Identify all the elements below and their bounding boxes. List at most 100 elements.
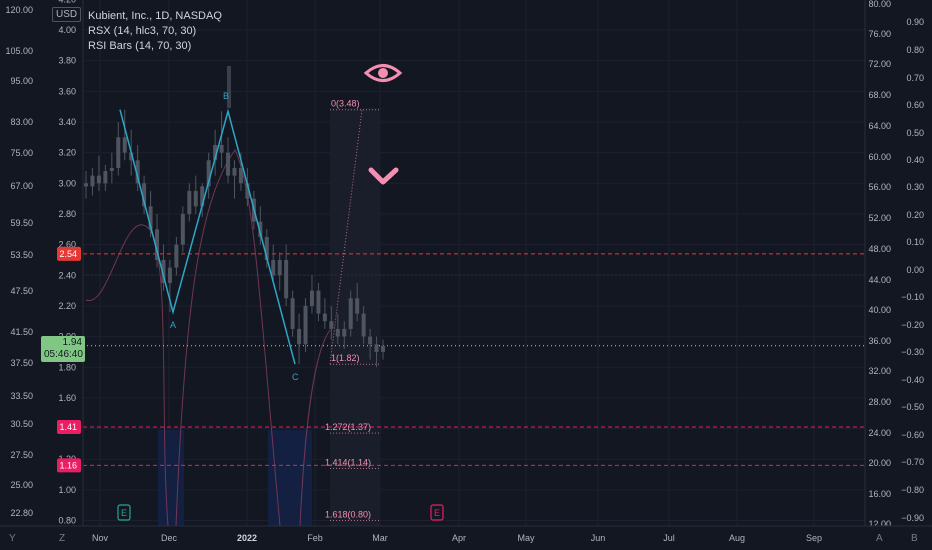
fib-label: 1.272(1.37)	[325, 422, 371, 432]
candle-body	[335, 328, 340, 337]
fib-label: 1.414(1.14)	[325, 457, 371, 467]
corner-a-button: A	[876, 533, 883, 544]
rsx-tick-label: 36.00	[868, 336, 891, 346]
left-tick-label: 47.50	[10, 286, 33, 296]
rsi-tick-label: −0.10	[901, 292, 924, 302]
symbol-title[interactable]: Kubient, Inc., 1D, NASDAQ	[88, 10, 222, 22]
left-tick-label: 27.50	[10, 450, 33, 460]
time-tick-label: Aug	[729, 533, 745, 543]
rsi-tick-label: 0.90	[906, 17, 924, 27]
price-tick-label: 3.80	[58, 56, 76, 66]
candle-body	[219, 144, 224, 153]
bar-countdown: 05:46:40	[44, 349, 83, 360]
event-marker	[430, 504, 444, 521]
last-price-badge: 1.94 05:46:40	[41, 336, 85, 362]
candle-body	[303, 305, 308, 345]
rsi-tick-label: 0.30	[906, 182, 924, 192]
price-badge	[57, 246, 81, 261]
fib-label: 1.618(0.80)	[325, 510, 371, 520]
rsx-tick-label: 28.00	[868, 397, 891, 407]
wave-label-C: C	[292, 372, 299, 382]
candle-body	[161, 259, 166, 283]
candle-body	[187, 190, 192, 214]
left-tick-label: 59.50	[10, 218, 33, 228]
indicator-rsi-bars[interactable]: RSI Bars (14, 70, 30)	[88, 40, 192, 52]
corner-b-button: B	[911, 533, 918, 544]
candle-body	[135, 160, 140, 184]
left-tick-label: 120.00	[5, 5, 33, 15]
rsx-tick-label: 80.00	[868, 0, 891, 9]
rsi-tick-label: 0.40	[906, 155, 924, 165]
plot-area	[83, 0, 865, 526]
candle-body	[155, 229, 160, 260]
time-tick-label: Jun	[591, 533, 606, 543]
price-badge	[57, 420, 81, 435]
candle-body	[109, 167, 114, 172]
currency-label[interactable]: USD	[52, 7, 82, 22]
left-tick-label: 33.50	[10, 391, 33, 401]
candle-body	[103, 171, 108, 184]
horizontal-levels	[83, 253, 865, 466]
left-tick-label: 37.50	[10, 358, 33, 368]
price-tick-label: 0.80	[58, 516, 76, 526]
candle-body	[174, 244, 179, 268]
candle-body	[290, 298, 295, 329]
time-tick-label: May	[517, 533, 535, 543]
rsi-tick-label: 0.60	[906, 100, 924, 110]
indicator-rsx[interactable]: RSX (14, hlc3, 70, 30)	[88, 25, 197, 37]
left-tick-label: 75.00	[10, 148, 33, 158]
candle-body	[193, 190, 198, 207]
candle-body	[129, 152, 134, 161]
left-tick-label: 25.00	[10, 480, 33, 490]
rsi-tick-label: 0.80	[906, 45, 924, 55]
fibonacci-extension: 0(3.48) 1(1.82) 1.272(1.37) 1.414(1.14) 1.61…	[325, 99, 380, 522]
candle-body	[309, 290, 314, 306]
rsx-tick-label: 12.00	[868, 519, 891, 529]
rsx-tick-label: 76.00	[868, 29, 891, 39]
left-axis-pane	[0, 0, 83, 526]
rsi-tick-label: −0.80	[901, 485, 924, 495]
candle-body	[316, 290, 321, 314]
wave-label-A: A	[170, 320, 176, 330]
left-tick-label: 41.50	[10, 327, 33, 337]
rsx-tick-label: 44.00	[868, 275, 891, 285]
price-badge	[57, 458, 81, 473]
time-tick-label: Apr	[452, 533, 466, 543]
candle-body	[297, 328, 302, 345]
candle-body	[232, 167, 237, 176]
rsi-tick-label: −0.20	[901, 320, 924, 330]
chart-legend: Kubient, Inc., 1D, NASDAQ RSX (14, hlc3,…	[88, 9, 222, 54]
candle-body	[322, 313, 327, 322]
price-badge-label: 1.41	[59, 422, 77, 432]
candle-body	[277, 259, 282, 276]
rsx-tick-label: 32.00	[868, 366, 891, 376]
price-tick-label: 3.20	[58, 148, 76, 158]
rsx-tick-label: 24.00	[868, 428, 891, 438]
price-tick-label: 4.00	[58, 25, 76, 35]
left-tick-label: 22.80	[10, 508, 33, 518]
candle-body	[200, 186, 205, 207]
candle-body	[180, 213, 185, 245]
left-tick-label: 105.00	[5, 46, 33, 56]
candle-body	[96, 175, 101, 184]
time-tick-label: 2022	[237, 533, 257, 543]
rsx-tick-label: 40.00	[868, 305, 891, 315]
left-tick-label: 95.00	[10, 76, 33, 86]
elliott-wave: A B C	[119, 91, 299, 382]
time-tick-label: Nov	[92, 533, 109, 543]
candle-body	[355, 298, 360, 314]
candle-body	[90, 175, 95, 187]
rsx-tick-label: 16.00	[868, 489, 891, 499]
rsi-tick-label: −0.30	[901, 347, 924, 357]
rsi-tick-label: 0.50	[906, 128, 924, 138]
candle-body	[329, 321, 334, 329]
candle-body	[167, 267, 172, 283]
time-tick-label: Sep	[806, 533, 822, 543]
corner-y-button: Y	[9, 533, 16, 544]
rsx-tick-label: 48.00	[868, 244, 891, 254]
price-tick-label: 2.60	[58, 240, 76, 250]
left-tick-label: 30.50	[10, 419, 33, 429]
price-tick-label: 2.20	[58, 301, 76, 311]
